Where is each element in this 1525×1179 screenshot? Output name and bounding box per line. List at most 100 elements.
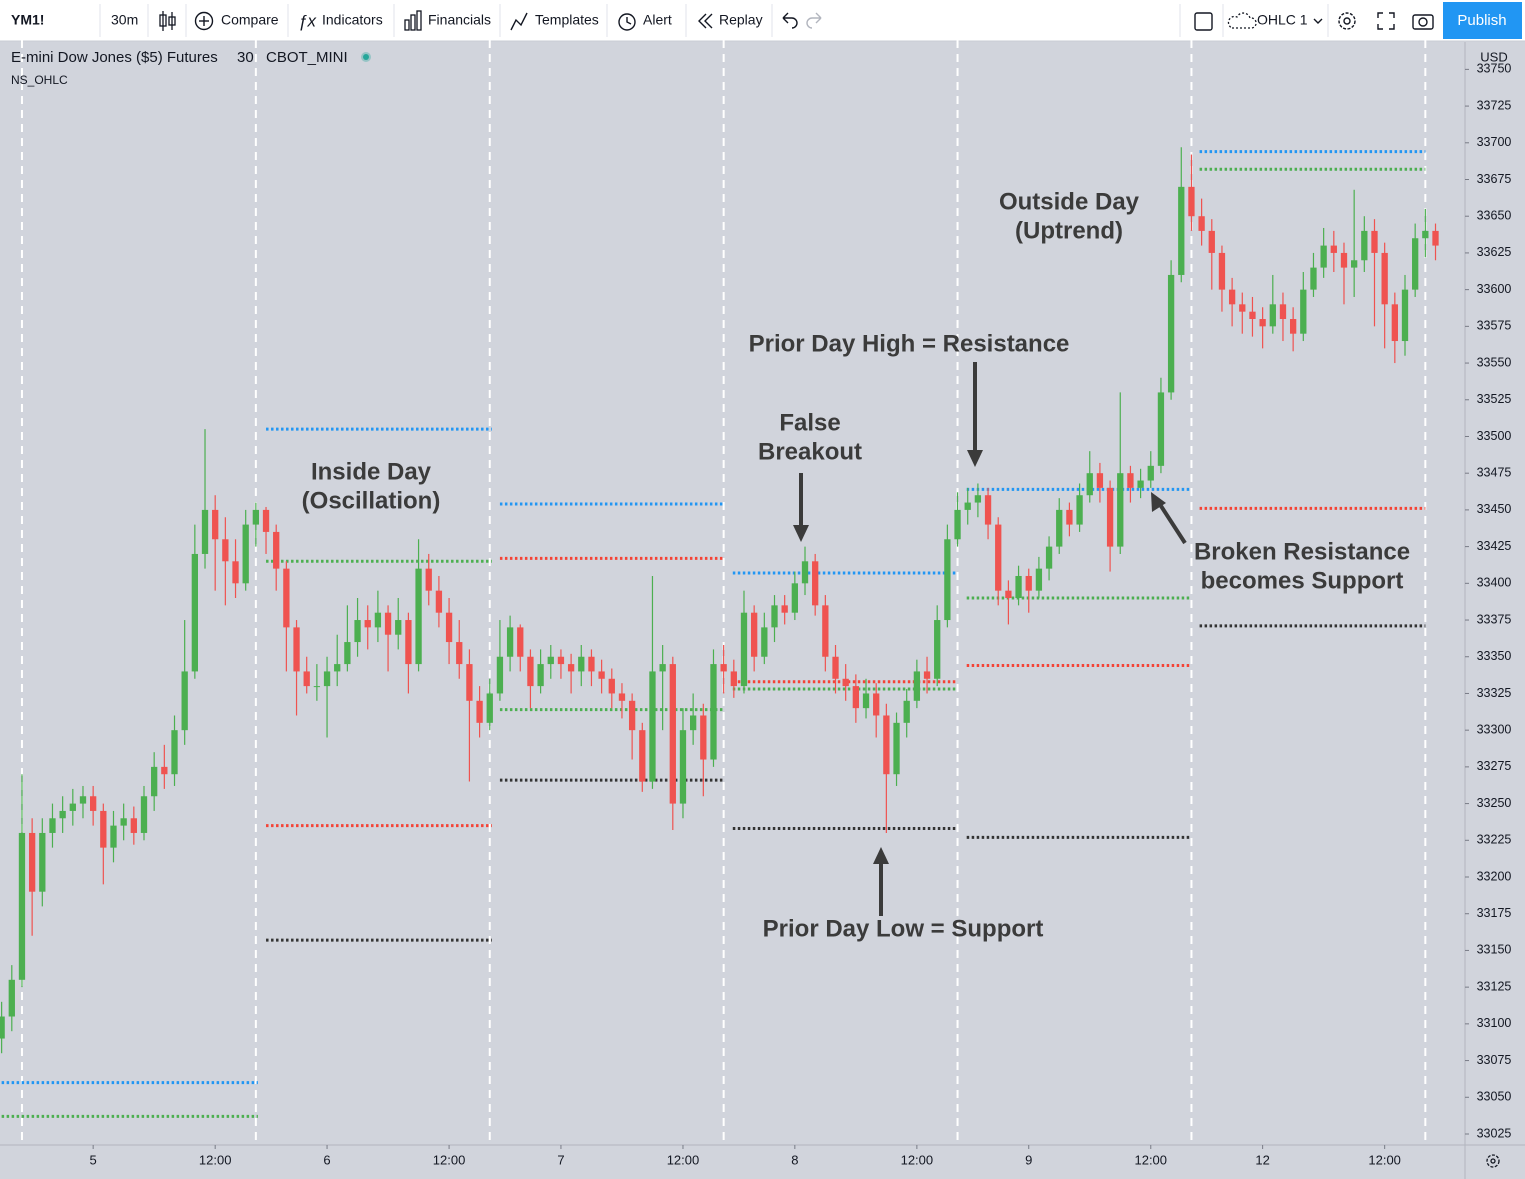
y-tick-label: 33125	[1477, 979, 1512, 993]
candle-body	[1066, 509, 1073, 525]
candle-body	[161, 766, 168, 775]
fullscreen-button[interactable]	[1377, 12, 1395, 30]
candle-body	[506, 627, 514, 657]
candle-body	[771, 605, 778, 628]
layout-icon[interactable]	[1194, 12, 1213, 31]
alert-button[interactable]: Alert	[643, 12, 672, 28]
layout-button[interactable]: OHLC 1	[1257, 12, 1308, 28]
arrowhead	[967, 450, 983, 467]
compare-button[interactable]: Compare	[221, 12, 279, 28]
candle-body	[201, 509, 209, 554]
candle-body	[893, 722, 900, 775]
y-tick-label: 33525	[1477, 392, 1512, 406]
candle-body	[364, 620, 371, 628]
candle-body	[1422, 230, 1429, 239]
candle-body	[537, 664, 544, 687]
candle-body	[608, 678, 615, 694]
candle-body	[883, 715, 890, 775]
compare-icon[interactable]	[194, 11, 214, 31]
candle-body	[679, 730, 687, 804]
publish-button[interactable]	[1443, 2, 1522, 39]
symbol[interactable]: YM1!	[11, 12, 44, 28]
candle-body	[496, 656, 504, 694]
arrow	[1159, 504, 1187, 545]
candle-body	[1167, 274, 1175, 393]
x-tick-label: 9	[1025, 1152, 1032, 1167]
candle-body	[1035, 568, 1043, 591]
candle-body	[812, 561, 819, 606]
candle-body	[1086, 473, 1093, 496]
alert-icon[interactable]	[618, 13, 636, 31]
y-tick-label: 33025	[1477, 1126, 1512, 1140]
x-tick-label: 12:00	[667, 1152, 700, 1167]
market-status	[363, 54, 369, 60]
y-tick-label: 33200	[1477, 869, 1512, 883]
settings-button[interactable]	[1338, 12, 1356, 30]
y-tick-label: 33275	[1477, 759, 1512, 773]
candle-body	[1137, 480, 1144, 488]
indicators-icon[interactable]: ƒx	[298, 11, 316, 30]
candle-body	[0, 1016, 5, 1039]
replay-icon[interactable]	[698, 13, 713, 29]
time-scale-settings[interactable]	[1486, 1154, 1500, 1168]
candle-body	[1361, 230, 1368, 261]
replay-button[interactable]: Replay	[719, 12, 763, 28]
candle-body	[710, 664, 717, 760]
candle-body	[730, 671, 737, 687]
annotation: Prior Day Low = Support	[763, 915, 1044, 942]
y-tick-label: 33050	[1477, 1090, 1512, 1104]
x-tick-label: 5	[90, 1152, 97, 1167]
financials-button[interactable]: Financials	[428, 12, 491, 28]
plot-area	[0, 40, 1469, 1149]
annotation: Outside Day	[999, 188, 1140, 215]
x-tick-label: 7	[557, 1152, 564, 1167]
candle-body	[1432, 230, 1439, 246]
candle-body	[79, 796, 87, 804]
publish-label[interactable]: Publish	[1457, 12, 1506, 29]
candle-body	[1076, 495, 1083, 525]
annotation: Inside Day	[311, 458, 432, 485]
x-tick-label: 12	[1255, 1152, 1269, 1167]
interval-button[interactable]: 30m	[111, 12, 138, 28]
redo-button[interactable]	[806, 12, 822, 29]
candle-body	[262, 509, 270, 532]
candle-body	[852, 686, 860, 709]
candle-body	[1391, 304, 1398, 342]
candle-body	[598, 671, 605, 679]
y-tick-label: 33725	[1477, 98, 1512, 112]
candle-body	[984, 495, 992, 525]
candle-body	[1005, 590, 1012, 599]
candle-body	[1320, 245, 1327, 268]
candle-body	[1208, 230, 1215, 253]
candle-body	[303, 671, 310, 687]
candle-body	[1289, 319, 1297, 334]
candle-body	[1015, 575, 1022, 599]
chart-type-icon[interactable]	[159, 11, 176, 31]
snapshot-button[interactable]	[1412, 14, 1434, 30]
arrowhead	[873, 847, 889, 864]
candle-body	[18, 832, 26, 980]
candle-body	[395, 620, 402, 635]
layout-dropdown[interactable]	[1313, 18, 1323, 24]
candle-body	[913, 671, 921, 701]
candle-body	[720, 664, 727, 672]
x-tick-label: 12:00	[901, 1152, 934, 1167]
candle-body	[1228, 289, 1236, 305]
candle-body	[567, 664, 575, 672]
candle-body	[293, 627, 300, 672]
y-tick-label: 33650	[1477, 209, 1512, 223]
indicators-button[interactable]: Indicators	[322, 12, 383, 28]
y-tick-label: 33700	[1477, 135, 1512, 149]
candle-body	[964, 502, 971, 510]
y-tick-label: 33450	[1477, 502, 1512, 516]
y-tick-label: 33175	[1477, 906, 1512, 920]
templates-button[interactable]: Templates	[535, 12, 599, 28]
undo-button[interactable]	[782, 12, 798, 29]
candle-body	[547, 656, 554, 665]
candle-body	[212, 509, 219, 540]
templates-icon[interactable]	[510, 12, 528, 31]
financials-icon[interactable]	[404, 10, 422, 31]
y-tick-label: 33625	[1477, 245, 1512, 259]
currency-backdrop	[1470, 48, 1520, 66]
